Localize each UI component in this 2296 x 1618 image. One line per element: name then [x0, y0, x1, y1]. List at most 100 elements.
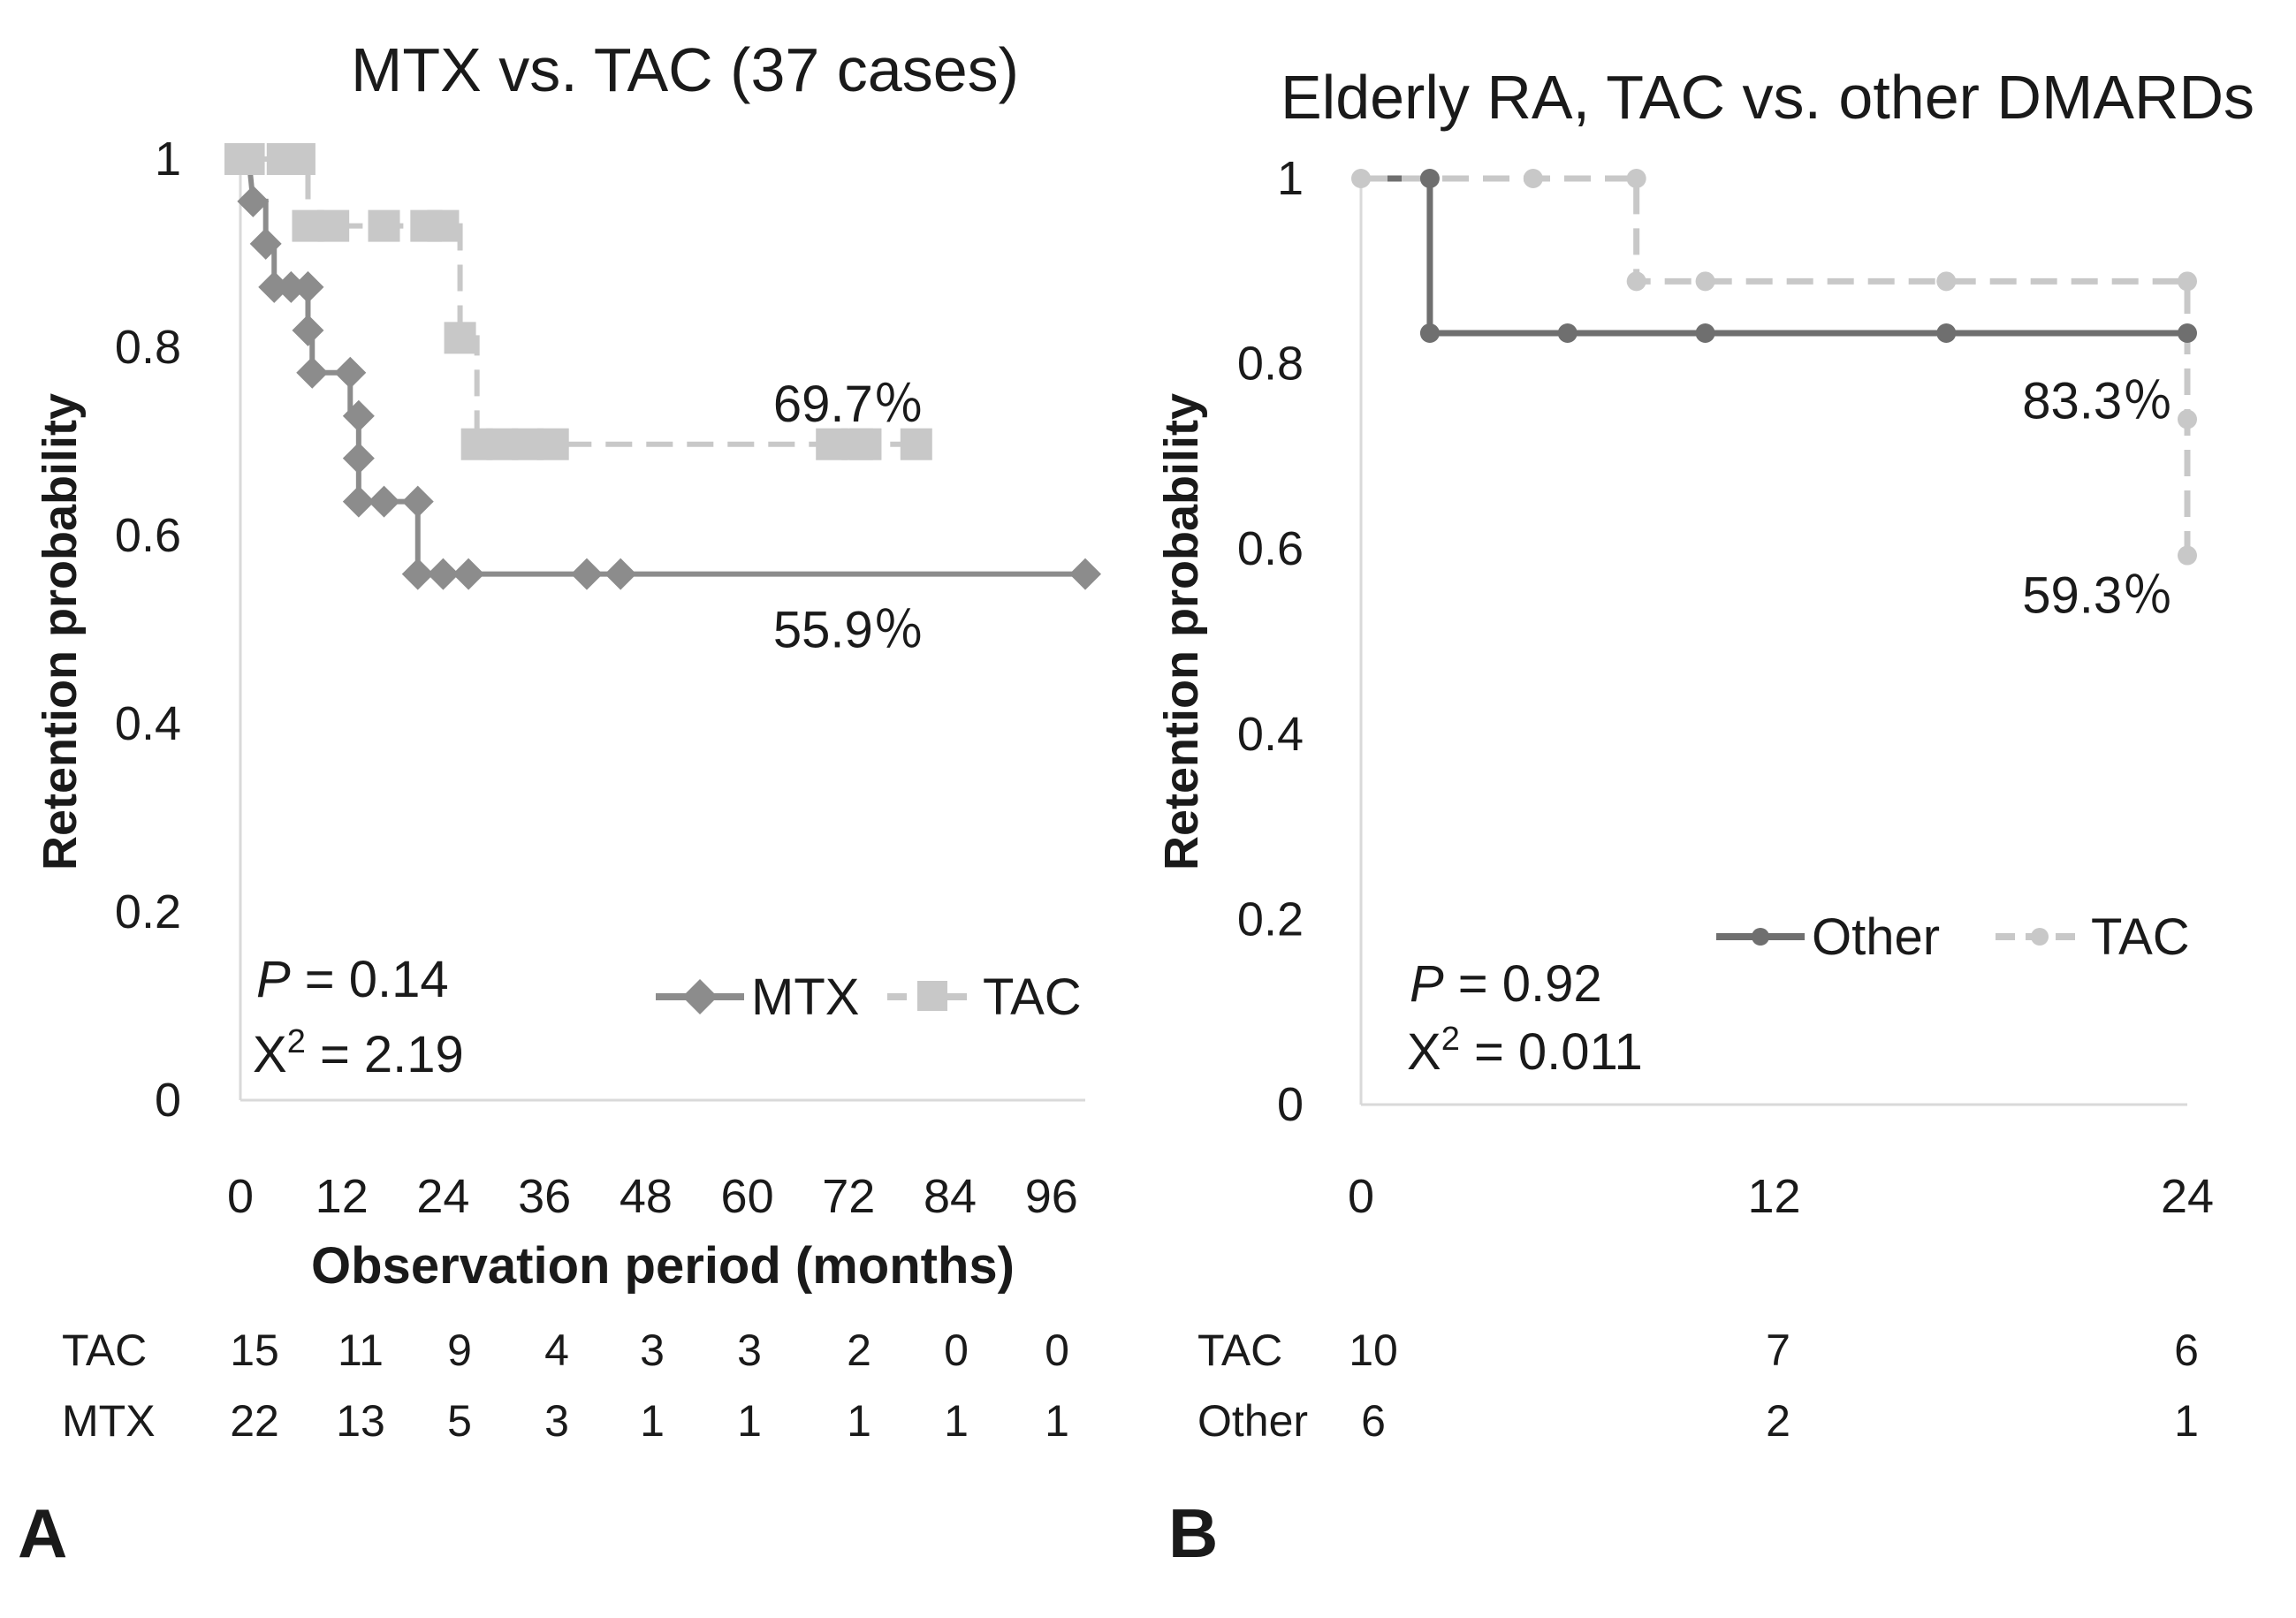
panel-a-title: MTX vs. TAC (37 cases) [351, 35, 1019, 104]
panel-a-x-tick: 12 [316, 1170, 369, 1223]
panel-a-risk-cell: 1 [640, 1396, 665, 1446]
panel-a-letter: A [18, 1494, 67, 1572]
panel-b-other-marker [1557, 323, 1578, 344]
panel-b-chi-symbol: X [1407, 1023, 1441, 1081]
panel-a-risk-cell: 1 [944, 1396, 969, 1446]
panel-a-risk-row-label: MTX [62, 1396, 156, 1446]
panel-a-risk-cell: 0 [944, 1326, 969, 1375]
panel-b-tac-marker [2178, 409, 2197, 429]
panel-a-risk-cell: 3 [640, 1326, 665, 1375]
panel-b-legend-tac-label: TAC [2091, 908, 2190, 966]
panel-a-legend-tac-label: TAC [983, 969, 1082, 1026]
panel-b-y-tick: 0.6 [1237, 522, 1304, 575]
panel-b-legend-other-marker [1752, 928, 1769, 946]
panel-b-legend-tac-marker [2031, 928, 2049, 946]
panel-b-letter: B [1168, 1494, 1218, 1572]
panel-a-mtx-marker [401, 558, 434, 590]
panel-a-p-value: P = 0.14 [256, 951, 449, 1008]
panel-a-tac-marker [317, 209, 350, 242]
panel-a-p-number: = 0.14 [291, 951, 449, 1008]
panel-a-mtx-marker [249, 227, 282, 260]
panel-b-x-tick: 12 [1747, 1170, 1800, 1223]
panel-b-y-axis-label: Retention probability [1155, 393, 1208, 870]
panel-a-chi-square: X2 = 2.19 [253, 1023, 464, 1083]
panel-b-y-tick: 0.4 [1237, 708, 1304, 761]
panel-a-mtx-marker [258, 270, 291, 303]
panel-a: MTX vs. TAC (37 cases) Retention probabi… [18, 35, 1101, 1572]
panel-b-risk-cell: 7 [1766, 1326, 1790, 1375]
panel-a-chi-number: = 2.19 [306, 1026, 464, 1083]
panel-a-y-axis-label: Retention probability [34, 393, 87, 870]
panel-a-mtx-marker [427, 558, 460, 590]
panel-b-risk-cell: 1 [2174, 1396, 2199, 1446]
panel-a-risk-cell: 13 [336, 1396, 385, 1446]
panel-b-chi-superscript: 2 [1441, 1021, 1460, 1058]
panel-b-risk-cell: 6 [1361, 1396, 1386, 1446]
panel-a-y-tick: 0.6 [115, 509, 181, 562]
panel-a-mtx-marker [296, 356, 329, 389]
panel-a-risk-cell: 2 [847, 1326, 871, 1375]
panel-a-y-tick: 0.4 [115, 697, 181, 750]
panel-a-mtx-line [240, 156, 1085, 577]
panel-a-mtx-marker [275, 270, 308, 303]
panel-a-tac-marker [536, 428, 569, 460]
panel-a-y-tick: 0.2 [115, 885, 181, 938]
panel-b-tac-marker [2178, 271, 2197, 292]
panel-a-tac-line [240, 156, 916, 447]
panel-b-y-tick: 0 [1277, 1078, 1304, 1131]
panel-a-mtx-marker [292, 314, 324, 346]
panel-b-chi-number: = 0.011 [1460, 1023, 1643, 1081]
panel-b-tac-line [1361, 175, 2191, 556]
panel-b-title: Elderly RA, TAC vs. other DMARDs [1281, 63, 2254, 132]
panel-b-y-ticks: 0 0.2 0.4 0.6 0.8 1 [1237, 152, 1304, 1131]
panel-b-risk-cell: 10 [1349, 1326, 1398, 1375]
panel-a-risk-cell: 9 [447, 1326, 472, 1375]
panel-b-tac-marker [1936, 271, 1957, 292]
panel-a-tac-marker [368, 209, 400, 242]
panel-a-risk-cell: 1 [1045, 1396, 1069, 1446]
panel-a-x-tick: 96 [1025, 1170, 1078, 1223]
panel-a-legend-mtx-label: MTX [751, 969, 859, 1026]
panel-a-end-label-mtx: 55.9％ [773, 602, 924, 659]
panel-b-end-label-tac: 59.3％ [2022, 567, 2173, 625]
panel-a-risk-cell: 1 [737, 1396, 762, 1446]
panel-a-legend-mtx-marker [682, 979, 718, 1014]
panel-b-x-tick: 24 [2161, 1170, 2214, 1223]
panel-a-risk-cell: 5 [447, 1396, 472, 1446]
panel-b-risk-table: TAC 10 7 6 Other 6 2 1 [1197, 1326, 2199, 1446]
panel-a-mtx-marker [342, 399, 375, 432]
panel-b-tac-marker [1626, 169, 1646, 188]
panel-a-mtx-marker [401, 485, 434, 518]
panel-a-mtx-marker [342, 442, 375, 475]
panel-b-x-tick: 0 [1348, 1170, 1374, 1223]
panel-b-tac-marker [1695, 271, 1715, 292]
panel-b-risk-row-label: TAC [1197, 1326, 1282, 1375]
panel-a-tac-marker [283, 143, 316, 175]
panel-b-other-marker [1936, 323, 1957, 344]
panel-b-chi-square: X2 = 0.011 [1407, 1021, 1643, 1081]
panel-a-risk-cell: 11 [338, 1326, 384, 1375]
panel-b-legend: Other TAC [1716, 908, 2190, 966]
panel-b-y-tick: 1 [1277, 152, 1304, 205]
panel-a-tac-marker [427, 209, 460, 242]
panel-a-mtx-marker [570, 558, 603, 590]
panel-a-series-markers [224, 143, 1101, 590]
panel-a-p-symbol: P [256, 951, 291, 1008]
panel-a-x-tick: 72 [822, 1170, 875, 1223]
panel-b-risk-row-label: Other [1197, 1396, 1308, 1446]
panel-a-mtx-marker [292, 270, 324, 303]
panel-a-chi-symbol: X [253, 1026, 287, 1083]
panel-b-risk-cell: 2 [1766, 1396, 1790, 1446]
panel-a-mtx-marker [452, 558, 485, 590]
panel-b-series-lines [1361, 175, 2191, 556]
panel-b: Elderly RA, TAC vs. other DMARDs Retenti… [1155, 63, 2254, 1572]
panel-b-p-value: P = 0.92 [1410, 955, 1602, 1013]
panel-a-x-ticks: 0 12 24 36 48 60 72 84 96 [227, 1170, 1078, 1223]
panel-b-y-tick: 0.8 [1237, 338, 1304, 391]
panel-a-risk-cell: 22 [230, 1396, 279, 1446]
panel-b-p-number: = 0.92 [1444, 955, 1602, 1013]
panel-b-tac-marker [1351, 169, 1371, 188]
panel-a-risk-row-label: TAC [62, 1326, 147, 1375]
panel-a-tac-marker [900, 428, 932, 460]
panel-b-risk-cell: 6 [2174, 1326, 2199, 1375]
